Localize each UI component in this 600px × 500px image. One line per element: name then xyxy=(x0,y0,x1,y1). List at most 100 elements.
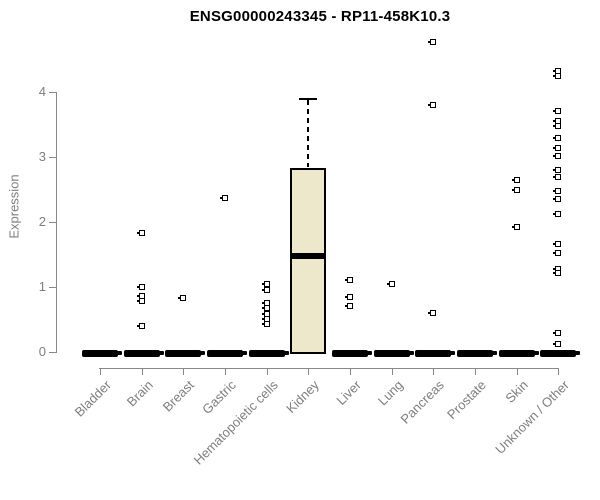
outlier-point xyxy=(553,241,562,248)
outlier-point xyxy=(553,340,562,347)
outlier-point xyxy=(553,144,562,151)
outlier-point xyxy=(553,329,562,336)
box-flat-bar xyxy=(373,350,414,357)
outlier-point xyxy=(553,210,562,217)
outlier-point xyxy=(511,223,520,230)
outlier-point xyxy=(344,302,353,309)
x-tick-label: Kidney xyxy=(283,377,323,417)
outlier-point xyxy=(136,323,145,329)
outlier-point xyxy=(428,102,437,108)
box-flat-bar xyxy=(206,350,247,357)
x-tick xyxy=(141,368,143,375)
outlier-point xyxy=(553,122,562,129)
box-whisker-cap xyxy=(299,98,318,101)
box-flat-bar xyxy=(498,350,539,357)
chart-title: ENSG00000243345 - RP11-458K10.3 xyxy=(189,8,451,25)
y-tick-label: 4 xyxy=(38,84,46,99)
x-tick-label: Liver xyxy=(333,377,364,408)
x-tick-label: Unknown / Other xyxy=(492,377,573,457)
y-tick-label: 2 xyxy=(38,214,46,229)
y-axis-line xyxy=(56,92,57,353)
flat-bar-median-nub xyxy=(491,351,497,355)
outlier-point xyxy=(219,194,228,201)
box-flat-bar xyxy=(331,350,372,357)
x-tick xyxy=(100,368,101,375)
outlier-point xyxy=(136,298,145,305)
x-tick-label: Bladder xyxy=(71,377,114,420)
outlier-point xyxy=(553,152,562,159)
x-tick xyxy=(474,368,476,375)
outlier-point xyxy=(553,269,562,276)
flat-bar-median-nub xyxy=(408,351,414,355)
outlier-point xyxy=(261,280,270,287)
flat-bar-median-nub xyxy=(366,351,372,355)
flat-bar-median-nub xyxy=(450,351,456,355)
box xyxy=(290,168,327,354)
x-axis-line xyxy=(99,368,559,369)
outlier-point xyxy=(428,310,437,316)
outlier-point xyxy=(553,174,562,181)
outlier-point xyxy=(261,321,270,328)
x-tick xyxy=(391,368,393,375)
box-flat-bar xyxy=(540,350,581,357)
box-flat-bar xyxy=(165,350,206,357)
flat-bar-median-nub xyxy=(200,351,206,355)
x-tick-label: Lung xyxy=(374,377,406,409)
y-tick xyxy=(49,222,56,223)
y-tick xyxy=(49,287,56,288)
x-tick-label: Pancreas xyxy=(397,377,448,427)
outlier-point xyxy=(344,294,353,301)
x-tick xyxy=(183,368,185,375)
x-tick xyxy=(433,368,435,375)
x-tick-label: Brain xyxy=(123,377,156,410)
box-flat-bar xyxy=(123,350,164,357)
flat-bar-median-nub xyxy=(283,351,289,355)
box-flat-bar xyxy=(248,350,289,357)
outlier-point xyxy=(136,284,145,290)
flat-bar-median-nub xyxy=(533,351,539,355)
box-flat-bar xyxy=(415,350,456,357)
x-tick xyxy=(224,368,226,375)
outlier-point xyxy=(511,187,520,194)
outlier-point xyxy=(553,167,562,173)
y-tick xyxy=(49,352,56,353)
outlier-point xyxy=(136,230,145,237)
x-tick-label: Prostate xyxy=(443,377,489,423)
outlier-point xyxy=(386,280,395,287)
x-tick-label: Hematopoietic cells xyxy=(190,377,281,468)
x-tick xyxy=(349,368,351,375)
outlier-point xyxy=(553,107,562,114)
box-flat-bar xyxy=(82,350,122,357)
outlier-point xyxy=(261,287,270,294)
x-tick-label: Breast xyxy=(160,377,198,415)
outlier-point xyxy=(553,249,562,256)
box-flat-bar xyxy=(456,350,497,357)
flat-bar-median-nub xyxy=(241,351,247,355)
y-tick-label: 1 xyxy=(38,279,46,294)
flat-bar-median-nub xyxy=(575,351,581,355)
x-tick xyxy=(558,368,560,375)
outlier-point xyxy=(553,195,562,202)
outlier-point xyxy=(511,176,520,183)
outlier-point xyxy=(553,135,562,142)
flat-bar-median-nub xyxy=(158,351,164,355)
outlier-point xyxy=(178,295,187,302)
x-tick xyxy=(516,368,518,375)
outlier-point xyxy=(344,276,353,283)
y-tick xyxy=(49,92,56,93)
y-tick-label: 0 xyxy=(38,344,46,359)
x-tick xyxy=(266,368,268,375)
y-tick-label: 3 xyxy=(38,149,46,164)
box-whisker xyxy=(307,100,310,168)
outlier-point xyxy=(553,72,562,79)
outlier-point xyxy=(428,38,437,45)
outlier-point xyxy=(553,188,562,195)
box-median xyxy=(290,253,327,260)
x-tick-label: Skin xyxy=(501,377,531,406)
y-tick xyxy=(49,157,56,158)
flat-bar-median-nub xyxy=(117,351,122,355)
x-tick xyxy=(308,368,310,375)
x-tick-label: Gastric xyxy=(199,377,239,418)
